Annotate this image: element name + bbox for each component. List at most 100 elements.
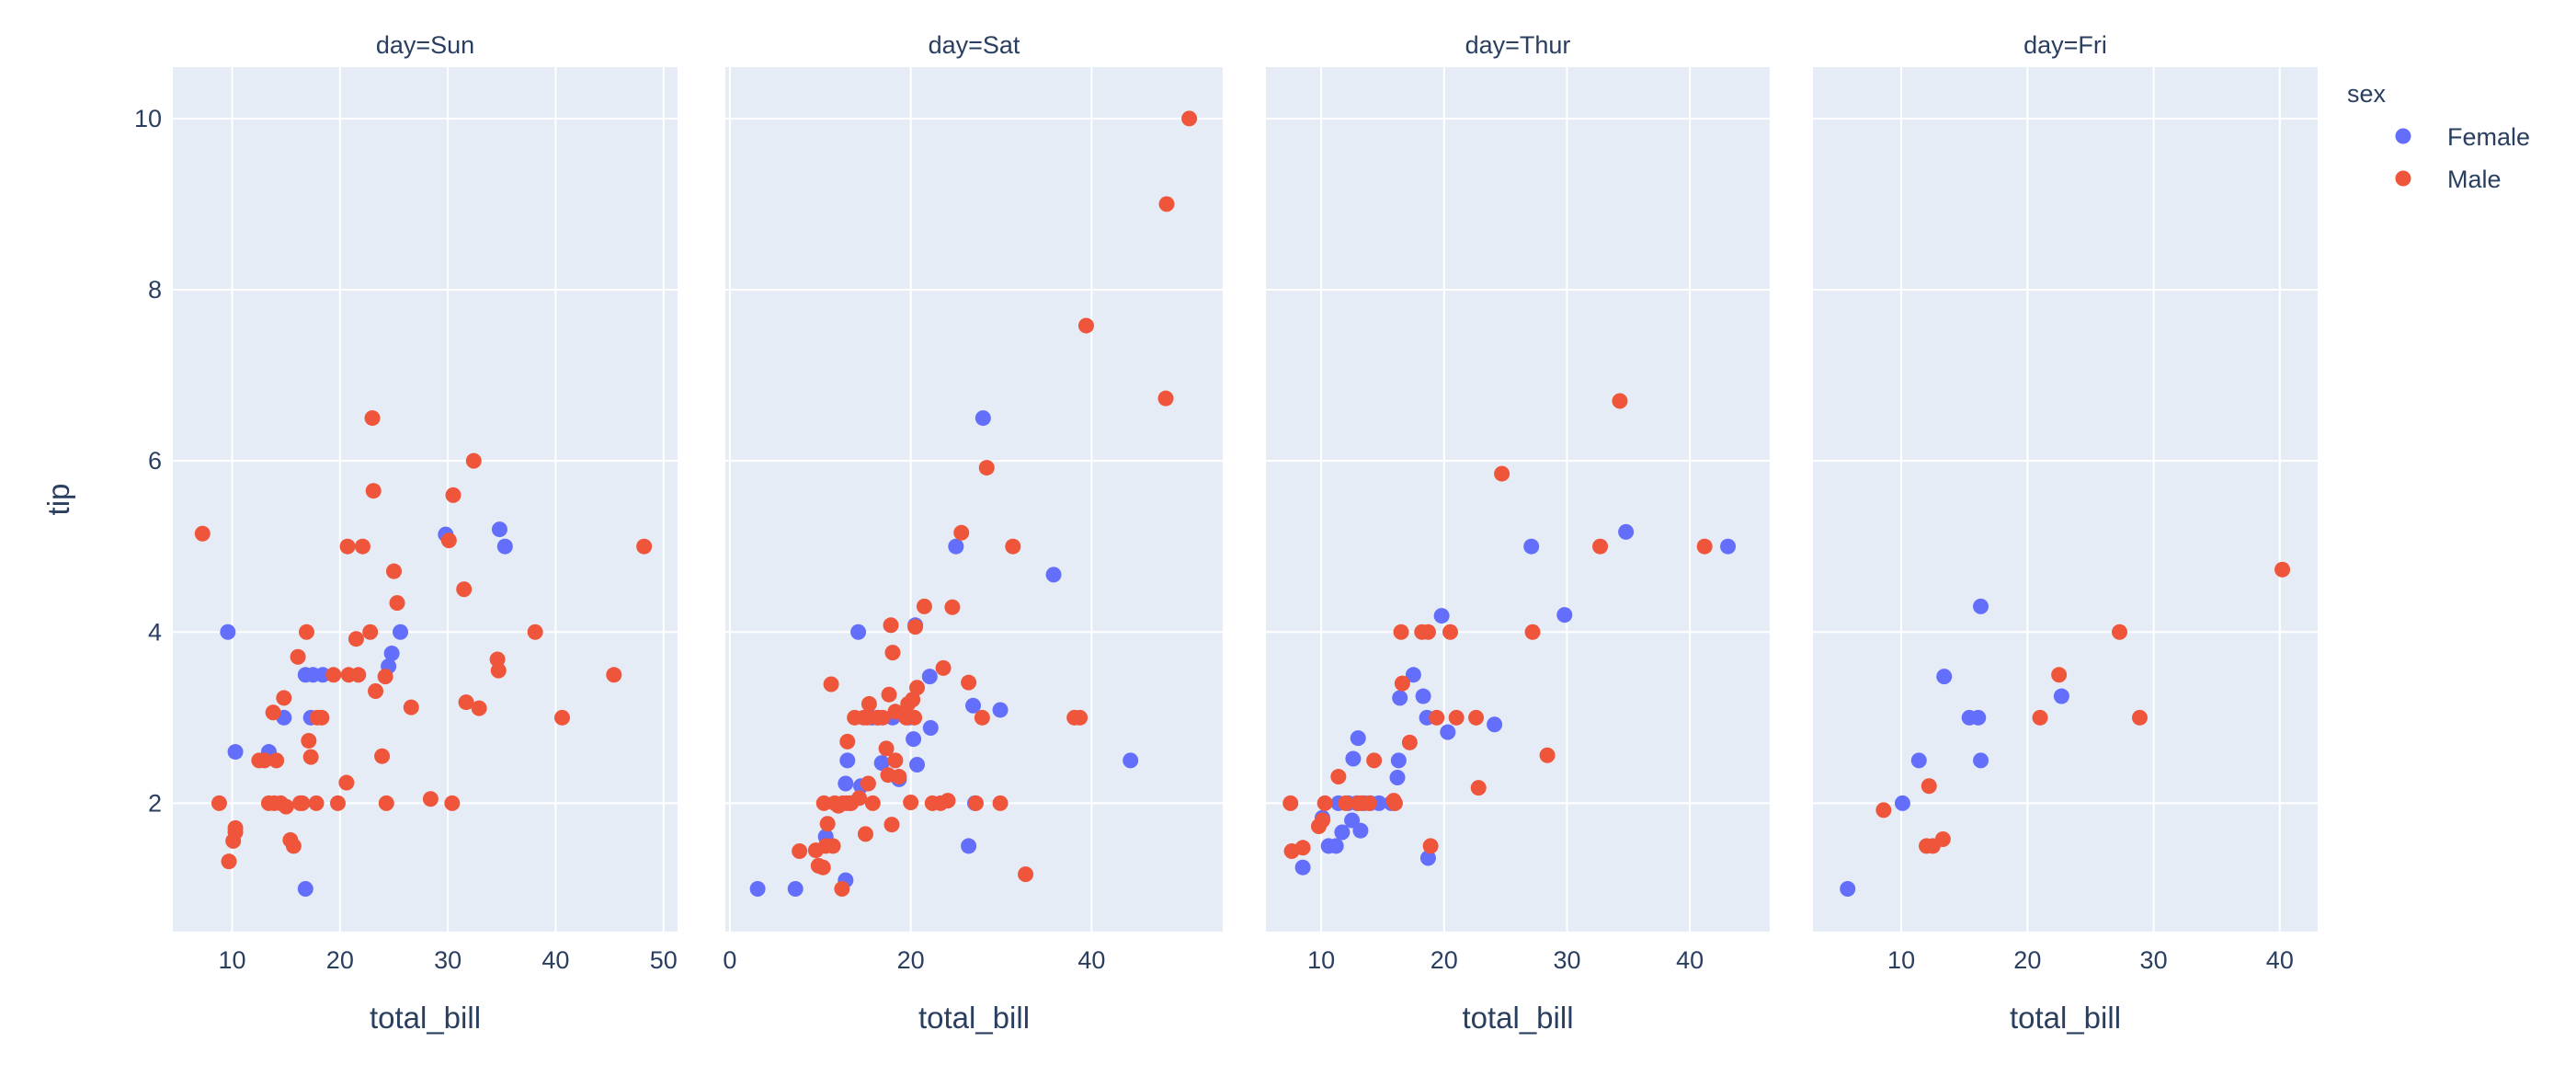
x-tick-label: 30 <box>1553 946 1580 974</box>
facet-title: day=Thur <box>1465 31 1571 59</box>
x-tick-label: 40 <box>1676 946 1704 974</box>
data-point <box>389 595 405 612</box>
legend: sex Female Male <box>2347 80 2530 193</box>
data-point <box>792 843 808 860</box>
data-point <box>227 819 244 836</box>
data-point <box>891 769 907 785</box>
data-point <box>948 538 964 555</box>
legend-item-female[interactable]: Female <box>2395 123 2531 151</box>
x-axis-title: total_bill <box>1462 1001 1573 1035</box>
data-point <box>1157 390 1174 406</box>
data-point <box>490 662 507 679</box>
data-point <box>1352 822 1369 839</box>
data-point <box>823 676 839 693</box>
data-point <box>325 667 342 683</box>
data-point <box>1448 709 1465 726</box>
data-point <box>961 838 977 854</box>
data-point <box>378 795 394 811</box>
facet-2: day=Thur 10 20 30 40 total_bill <box>1266 31 1770 1035</box>
data-point <box>1392 690 1408 706</box>
data-point <box>1612 393 1628 409</box>
data-point <box>339 538 356 555</box>
data-point <box>1338 795 1354 811</box>
data-point <box>749 880 766 897</box>
x-tick-label: 40 <box>2266 946 2294 974</box>
data-point <box>308 795 325 811</box>
data-point <box>364 410 381 427</box>
data-point <box>1390 752 1407 769</box>
data-point <box>861 695 877 712</box>
data-point <box>1316 795 1333 811</box>
data-point <box>1592 538 1609 555</box>
data-point <box>440 532 457 549</box>
data-point <box>909 680 926 696</box>
data-point <box>553 709 570 726</box>
data-point <box>2112 624 2128 640</box>
data-point <box>1910 752 1927 769</box>
x-tick-label: 10 <box>1307 946 1335 974</box>
data-point <box>1840 880 1856 897</box>
data-point <box>221 853 237 870</box>
data-point <box>445 486 462 503</box>
data-point <box>1344 812 1361 829</box>
data-point <box>1487 716 1503 733</box>
data-point <box>456 581 473 598</box>
legend-title: sex <box>2347 80 2387 108</box>
facet-title: day=Sat <box>929 31 1020 59</box>
data-point <box>1393 624 1409 640</box>
data-point <box>285 838 302 854</box>
data-point <box>1875 802 1892 818</box>
data-point <box>278 798 294 815</box>
data-point <box>383 646 400 662</box>
data-point <box>302 749 319 765</box>
data-point <box>1389 769 1406 785</box>
data-point <box>1345 750 1362 767</box>
data-point <box>839 733 856 750</box>
data-point <box>1936 669 1953 685</box>
y-tick-label: 8 <box>148 276 162 303</box>
x-tick-label: 30 <box>434 946 462 974</box>
data-point <box>953 524 970 541</box>
data-point <box>2032 709 2048 726</box>
x-tick-label: 20 <box>1430 946 1458 974</box>
data-point <box>992 702 1009 718</box>
data-point <box>1973 752 1989 769</box>
facet-title: day=Sun <box>376 31 474 59</box>
data-point <box>873 755 890 772</box>
x-tick-label: 0 <box>723 946 736 974</box>
data-point <box>301 732 317 749</box>
data-point <box>465 452 482 469</box>
data-point <box>297 880 313 897</box>
facet-0: day=Sun 10 20 30 40 50 2 4 6 8 10 total_bill <box>134 31 678 1035</box>
series-male <box>1282 393 1713 860</box>
data-point <box>290 648 306 665</box>
data-point <box>883 617 899 634</box>
data-point <box>377 669 393 685</box>
legend-item-male[interactable]: Male <box>2395 166 2502 193</box>
data-point <box>1361 795 1377 811</box>
facet-title: day=Fri <box>2023 31 2107 59</box>
x-axis-title: total_bill <box>370 1001 481 1035</box>
data-point <box>992 795 1009 811</box>
data-point <box>907 619 924 635</box>
data-point <box>887 752 904 769</box>
data-point <box>1618 523 1635 540</box>
data-point <box>881 686 897 703</box>
data-point <box>909 757 926 773</box>
data-point <box>878 740 895 757</box>
data-point <box>211 795 227 811</box>
data-point <box>1415 688 1431 704</box>
data-point <box>905 692 921 708</box>
x-tick-label: 20 <box>326 946 354 974</box>
data-point <box>298 624 314 640</box>
data-point <box>1494 465 1510 482</box>
data-point <box>354 538 370 555</box>
data-point <box>2274 561 2291 578</box>
data-point <box>422 791 439 807</box>
data-point <box>1442 624 1458 640</box>
series-female <box>1840 598 2069 897</box>
y-tick-label: 4 <box>148 618 162 646</box>
data-point <box>974 709 990 726</box>
data-point <box>850 624 867 640</box>
data-point <box>1556 607 1573 624</box>
